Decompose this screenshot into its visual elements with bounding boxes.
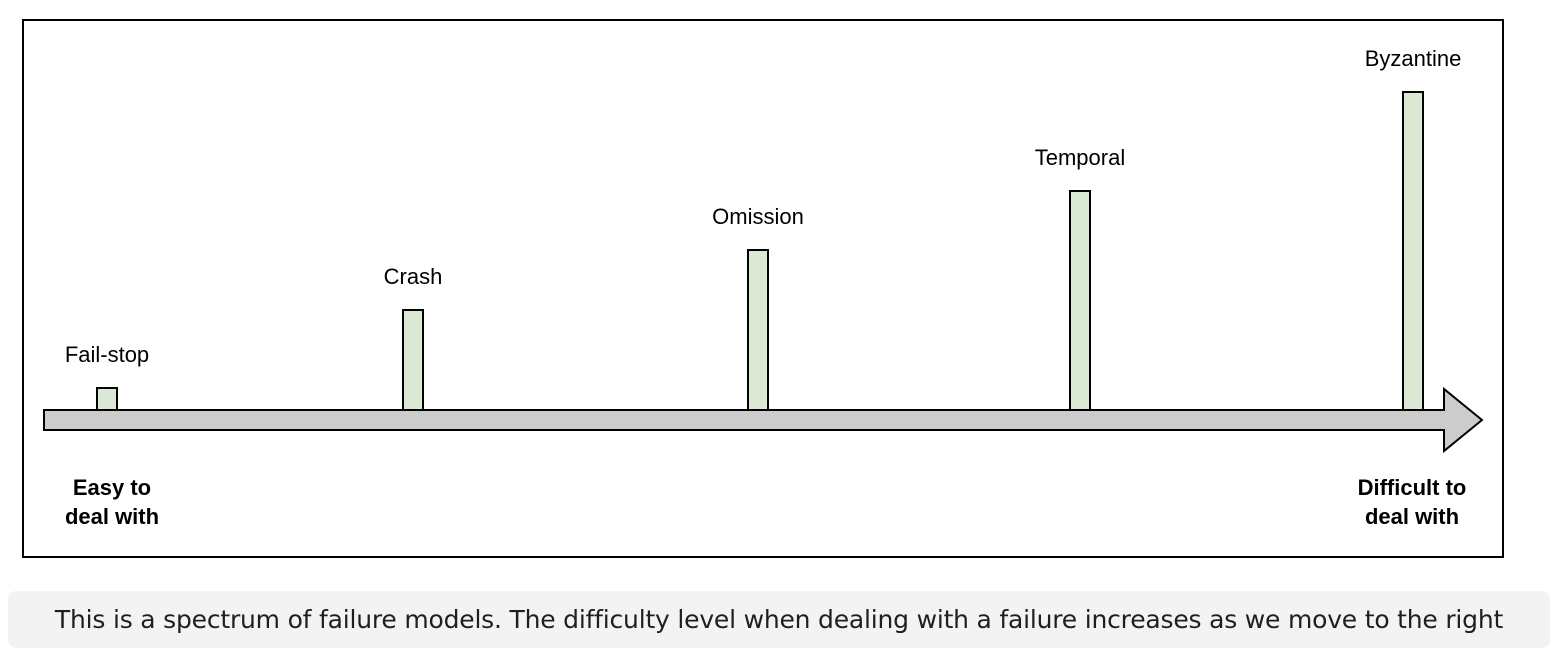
bar-temporal [1069, 190, 1091, 411]
bar-fail-stop [96, 387, 118, 411]
label-omission: Omission [712, 204, 804, 229]
bar-byzantine [1402, 91, 1424, 411]
label-fail-stop: Fail-stop [65, 342, 149, 367]
bar-omission [747, 249, 769, 411]
label-byzantine: Byzantine [1365, 46, 1462, 71]
caption-box: This is a spectrum of failure models. Th… [8, 591, 1550, 648]
bar-crash [402, 309, 424, 411]
difficulty-arrow [43, 386, 1484, 454]
caption-text: This is a spectrum of failure models. Th… [54, 605, 1504, 634]
difficult-label-line2: deal with [1365, 504, 1459, 529]
easy-label-line2: deal with [65, 504, 159, 529]
difficult-label-line1: Difficult to [1358, 475, 1467, 500]
easy-label-line1: Easy to [73, 475, 151, 500]
label-crash: Crash [384, 264, 443, 289]
failure-model-bars: Fail-stop Crash Omission Temporal Byzantine [65, 46, 1462, 411]
label-temporal: Temporal [1035, 145, 1125, 170]
failure-spectrum-diagram: Fail-stopCrashOmissionTemporalByzantine … [22, 19, 1504, 558]
